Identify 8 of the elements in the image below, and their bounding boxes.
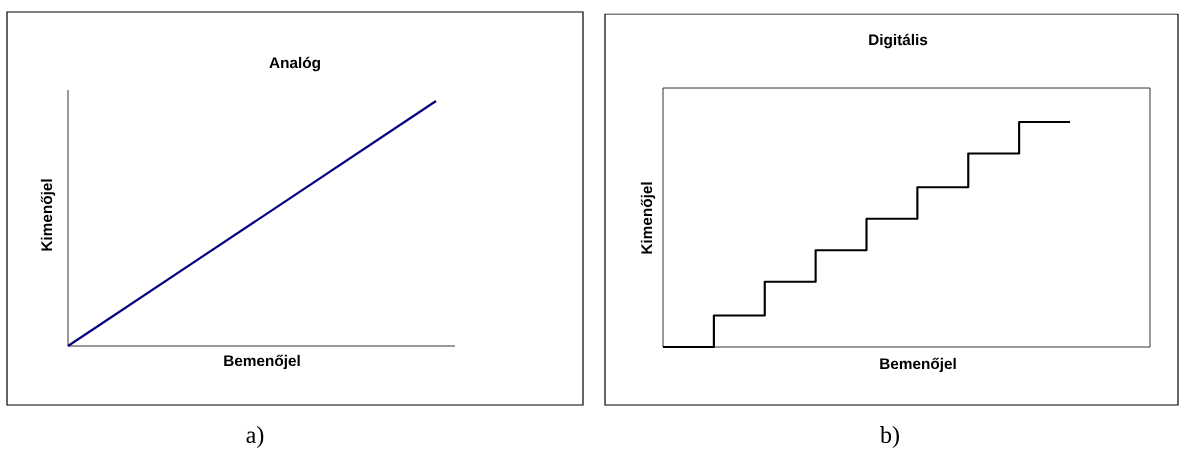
- text: b): [880, 426, 899, 448]
- text: a): [246, 426, 264, 448]
- x-axis-title: Bemenőjel: [880, 357, 956, 373]
- x-axis-title: Bemenőjel: [224, 354, 300, 370]
- chart-title: Analóg: [269, 56, 320, 72]
- y-axis-title: Kimenőjel: [40, 179, 56, 251]
- chart-title: Digitális: [869, 33, 928, 49]
- y-axis-title: Kimenőjel: [640, 182, 656, 254]
